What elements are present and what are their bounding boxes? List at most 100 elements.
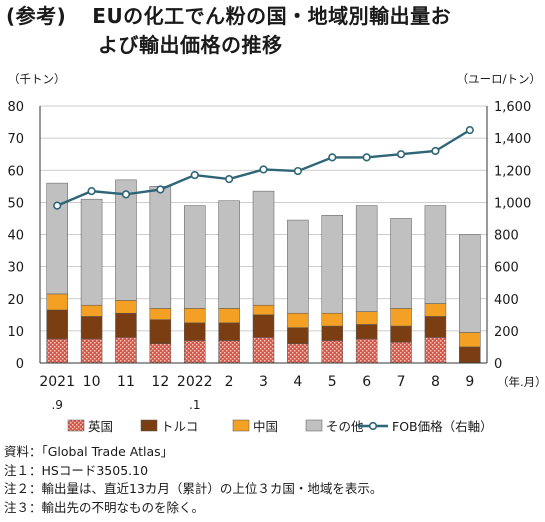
left-tick-label: 80: [7, 100, 24, 115]
x-tick-label: 10: [83, 374, 101, 390]
bar-segment: [149, 319, 172, 344]
legend: 英国 トルコ 中国 その他 FOB価格（右軸）: [67, 419, 493, 434]
bar-segment: [424, 303, 447, 317]
bar-segment: [355, 324, 378, 340]
bar-segment: [390, 341, 412, 364]
title-line-1: EUの化工でん粉の国・地域別輸出量お: [92, 4, 452, 28]
legend-label: その他: [326, 419, 364, 434]
bar-segment: [183, 205, 206, 309]
legend-label: 中国: [253, 419, 278, 434]
chart-title: (参考) EUの化工でん粉の国・地域別輸出量お よび輸出価格の推移: [6, 2, 541, 60]
stacked-bar-line-chart: 0102030405060708002004006008001,0001,200…: [7, 72, 545, 434]
bar-segment: [390, 325, 412, 343]
bar-segment: [149, 308, 172, 320]
x-tick-label: 2022: [177, 374, 213, 390]
bar-segment: [390, 218, 412, 309]
right-tick-label: 1,400: [494, 132, 531, 147]
legend-marker: [368, 421, 378, 431]
right-tick-label: 200: [494, 325, 519, 340]
x-tick-label: 3: [259, 374, 268, 390]
bar-segment: [321, 340, 344, 364]
bar-segment: [459, 234, 481, 333]
fob-price-line: [53, 125, 474, 210]
fob-point: [225, 174, 234, 184]
left-tick-label: 20: [7, 293, 24, 308]
right-tick-label: 1,200: [494, 164, 531, 179]
bar-segment: [252, 304, 275, 316]
bar-segment: [46, 182, 68, 295]
title-tag: (参考): [6, 4, 67, 28]
bar-segment: [46, 338, 68, 364]
bar-segment: [321, 312, 344, 327]
right-tick-label: 600: [494, 261, 519, 276]
bar-segment: [80, 338, 103, 364]
right-unit-label: （ユーロ/トン）: [457, 72, 541, 86]
bar-segment: [252, 314, 275, 338]
left-tick-label: 30: [7, 261, 24, 276]
note-1: 注１：HSコード3505.10: [4, 462, 149, 478]
bar-segment: [46, 309, 68, 340]
note-3: 注３：輸出先の不明なものを除く。: [4, 499, 205, 515]
bar-segment: [355, 311, 378, 325]
bar-series: [46, 179, 481, 364]
x-tick-label: 2021: [39, 374, 75, 390]
x-tick-label: 8: [431, 374, 440, 390]
bar-segment: [115, 337, 137, 364]
left-tick-label: 40: [7, 229, 24, 244]
x-tick-label: 11: [117, 374, 135, 390]
bar-segment: [321, 325, 344, 341]
x-tick-label: 6: [362, 374, 371, 390]
x-unit-label: （年.月）: [497, 375, 545, 389]
bar-segment: [424, 316, 447, 338]
left-tick-label: 10: [7, 325, 24, 340]
bar-segment: [287, 219, 309, 314]
fob-point: [328, 153, 337, 162]
legend-swatch: [232, 419, 250, 432]
fob-point: [396, 150, 406, 159]
x-tick-label: 5: [328, 374, 337, 390]
bar-segment: [218, 340, 240, 364]
bar-segment: [459, 332, 481, 348]
bar-segment: [46, 293, 68, 311]
legend-swatch: [305, 419, 323, 432]
x-tick-label: 9: [465, 374, 474, 390]
x-tick-label-sub: .9: [51, 398, 62, 412]
bar-segment: [80, 316, 103, 340]
bar-segment: [321, 214, 344, 314]
fob-point: [121, 190, 131, 199]
bar-segment: [355, 205, 378, 312]
bar-segment: [252, 190, 275, 306]
right-tick-label: 800: [494, 229, 519, 244]
bar-segment: [252, 337, 275, 364]
bar-segment: [287, 312, 309, 328]
fob-point: [87, 187, 96, 196]
legend-label: FOB価格（右軸）: [392, 419, 493, 434]
right-tick-label: 1,000: [494, 196, 531, 211]
bar-segment: [218, 200, 240, 309]
legend-label: トルコ: [161, 419, 198, 434]
right-tick-label: 1,600: [494, 100, 531, 115]
source-note: 資料：「Global Trade Atlas」: [4, 444, 174, 459]
x-tick-label: 7: [397, 374, 406, 390]
bar-segment: [183, 322, 206, 341]
bar-segment: [183, 340, 206, 364]
left-tick-label: 50: [7, 196, 24, 211]
left-tick-label: 60: [7, 164, 24, 179]
fob-point: [259, 165, 268, 174]
bar-segment: [218, 308, 240, 324]
fob-point: [53, 201, 62, 210]
bar-segment: [424, 205, 447, 304]
right-tick-label: 0: [494, 357, 502, 372]
bar-segment: [115, 312, 137, 338]
left-tick-label: 70: [7, 132, 24, 147]
bar-segment: [149, 186, 172, 309]
bar-segment: [355, 338, 378, 364]
bar-segment: [218, 322, 240, 341]
fob-point: [362, 153, 371, 162]
bar-segment: [80, 198, 103, 306]
fob-point: [431, 146, 440, 156]
fob-point: [156, 185, 165, 194]
bar-segment: [424, 337, 447, 364]
bar-segment: [183, 308, 206, 324]
axes: 0102030405060708002004006008001,0001,200…: [7, 72, 545, 412]
